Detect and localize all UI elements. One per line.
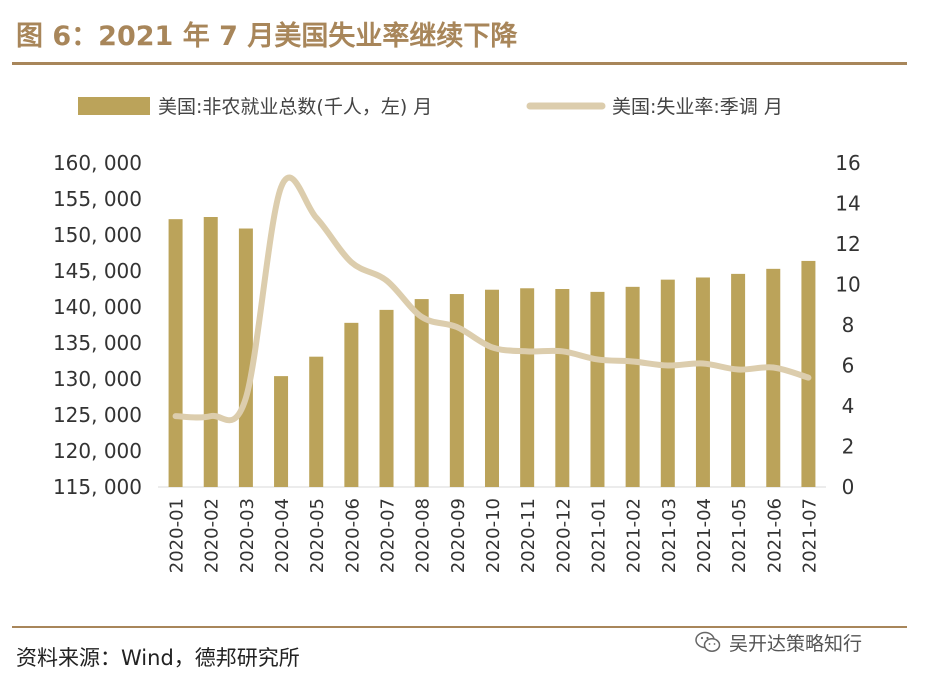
x-tick-label: 2020-09 <box>448 498 469 573</box>
right-axis: 0 2 4 6 8 10 12 14 16 <box>835 151 860 499</box>
bar-2021-01 <box>590 291 605 487</box>
x-tick-label: 2021-03 <box>659 498 680 573</box>
bar-2020-07 <box>379 309 394 487</box>
legend-bar-swatch <box>78 97 150 115</box>
bar-2020-02 <box>203 217 218 487</box>
bar-2020-10 <box>485 289 499 487</box>
left-tick-label: 130, 000 <box>53 367 142 391</box>
unemployment-line <box>172 174 812 424</box>
right-tick-label: 6 <box>842 354 855 378</box>
bar-2021-07 <box>801 260 816 487</box>
bar-2020-08 <box>414 299 429 487</box>
left-tick-label: 150, 000 <box>53 223 142 247</box>
wechat-icon <box>695 631 721 652</box>
bar-2020-03 <box>238 228 253 487</box>
x-tick-label: 2021-05 <box>729 498 750 573</box>
left-tick-label: 135, 000 <box>53 331 142 355</box>
legend-bar-label: 美国:非农就业总数(千人，左) 月 <box>158 96 432 118</box>
right-tick-label: 12 <box>835 232 860 256</box>
legend-line-label: 美国:失业率:季调 月 <box>612 96 783 118</box>
x-tick-label: 2020-03 <box>237 498 258 573</box>
left-axis: 115, 000 120, 000 125, 000 130, 000 135, 000… <box>53 151 142 499</box>
right-tick-label: 0 <box>842 475 855 499</box>
left-tick-label: 145, 000 <box>53 259 142 283</box>
x-tick-label: 2020-08 <box>413 498 434 573</box>
left-tick-label: 140, 000 <box>53 295 142 319</box>
x-tick-label: 2021-06 <box>764 498 785 573</box>
right-tick-label: 10 <box>835 273 860 297</box>
x-axis: 2020-01 2020-02 2020-03 2020-04 2020-05 2020-… <box>167 498 821 573</box>
watermark-text: 吴开达策略知行 <box>729 632 863 655</box>
bar-2020-12 <box>555 289 570 487</box>
left-tick-label: 120, 000 <box>53 439 142 463</box>
bar-2020-05 <box>309 356 324 487</box>
chart-title: 图 6：2021 年 7 月美国失业率继续下降 <box>16 21 518 52</box>
left-tick-label: 160, 000 <box>53 151 142 175</box>
watermark: 吴开达策略知行 <box>695 628 862 656</box>
x-tick-label: 2020-06 <box>342 498 363 573</box>
x-tick-label: 2020-10 <box>483 498 504 573</box>
x-tick-label: 2020-11 <box>518 498 539 573</box>
left-tick-label: 125, 000 <box>53 403 142 427</box>
right-tick-label: 4 <box>842 394 855 418</box>
legend: 美国:非农就业总数(千人，左) 月 美国:失业率:季调 月 <box>78 96 783 118</box>
x-tick-label: 2020-01 <box>167 498 188 573</box>
x-tick-label: 2020-04 <box>272 498 293 573</box>
left-tick-label: 155, 000 <box>53 187 142 211</box>
left-tick-label: 115, 000 <box>53 475 142 499</box>
x-tick-label: 2020-02 <box>202 498 223 573</box>
line-series <box>172 174 812 424</box>
bar-2021-02 <box>625 286 640 487</box>
title-rule <box>12 62 907 65</box>
x-tick-label: 2021-04 <box>694 498 715 573</box>
bar-2021-05 <box>731 273 746 487</box>
x-tick-label: 2020-12 <box>553 498 574 573</box>
bar-series <box>168 217 816 487</box>
x-tick-label: 2021-01 <box>588 498 609 573</box>
right-tick-label: 14 <box>835 192 860 216</box>
source-note: 资料来源：Wind，德邦研究所 <box>16 646 300 670</box>
bar-2021-06 <box>766 268 781 487</box>
bar-2020-01 <box>168 219 183 487</box>
chart: 美国:非农就业总数(千人，左) 月 美国:失业率:季调 月 115, 000 12… <box>53 96 861 573</box>
bar-2020-06 <box>344 322 359 487</box>
x-tick-label: 2020-07 <box>378 498 399 573</box>
right-tick-label: 2 <box>842 435 855 459</box>
footer-rule <box>12 626 907 628</box>
x-tick-label: 2021-02 <box>624 498 645 573</box>
bar-2020-04 <box>274 376 289 487</box>
bar-2021-04 <box>695 277 710 487</box>
x-tick-label: 2021-07 <box>799 498 820 573</box>
bar-2020-11 <box>520 288 535 487</box>
right-tick-label: 16 <box>835 151 860 175</box>
bar-2021-03 <box>660 279 675 487</box>
bar-2020-09 <box>449 294 464 487</box>
right-tick-label: 8 <box>842 313 855 337</box>
x-tick-label: 2020-05 <box>307 498 328 573</box>
